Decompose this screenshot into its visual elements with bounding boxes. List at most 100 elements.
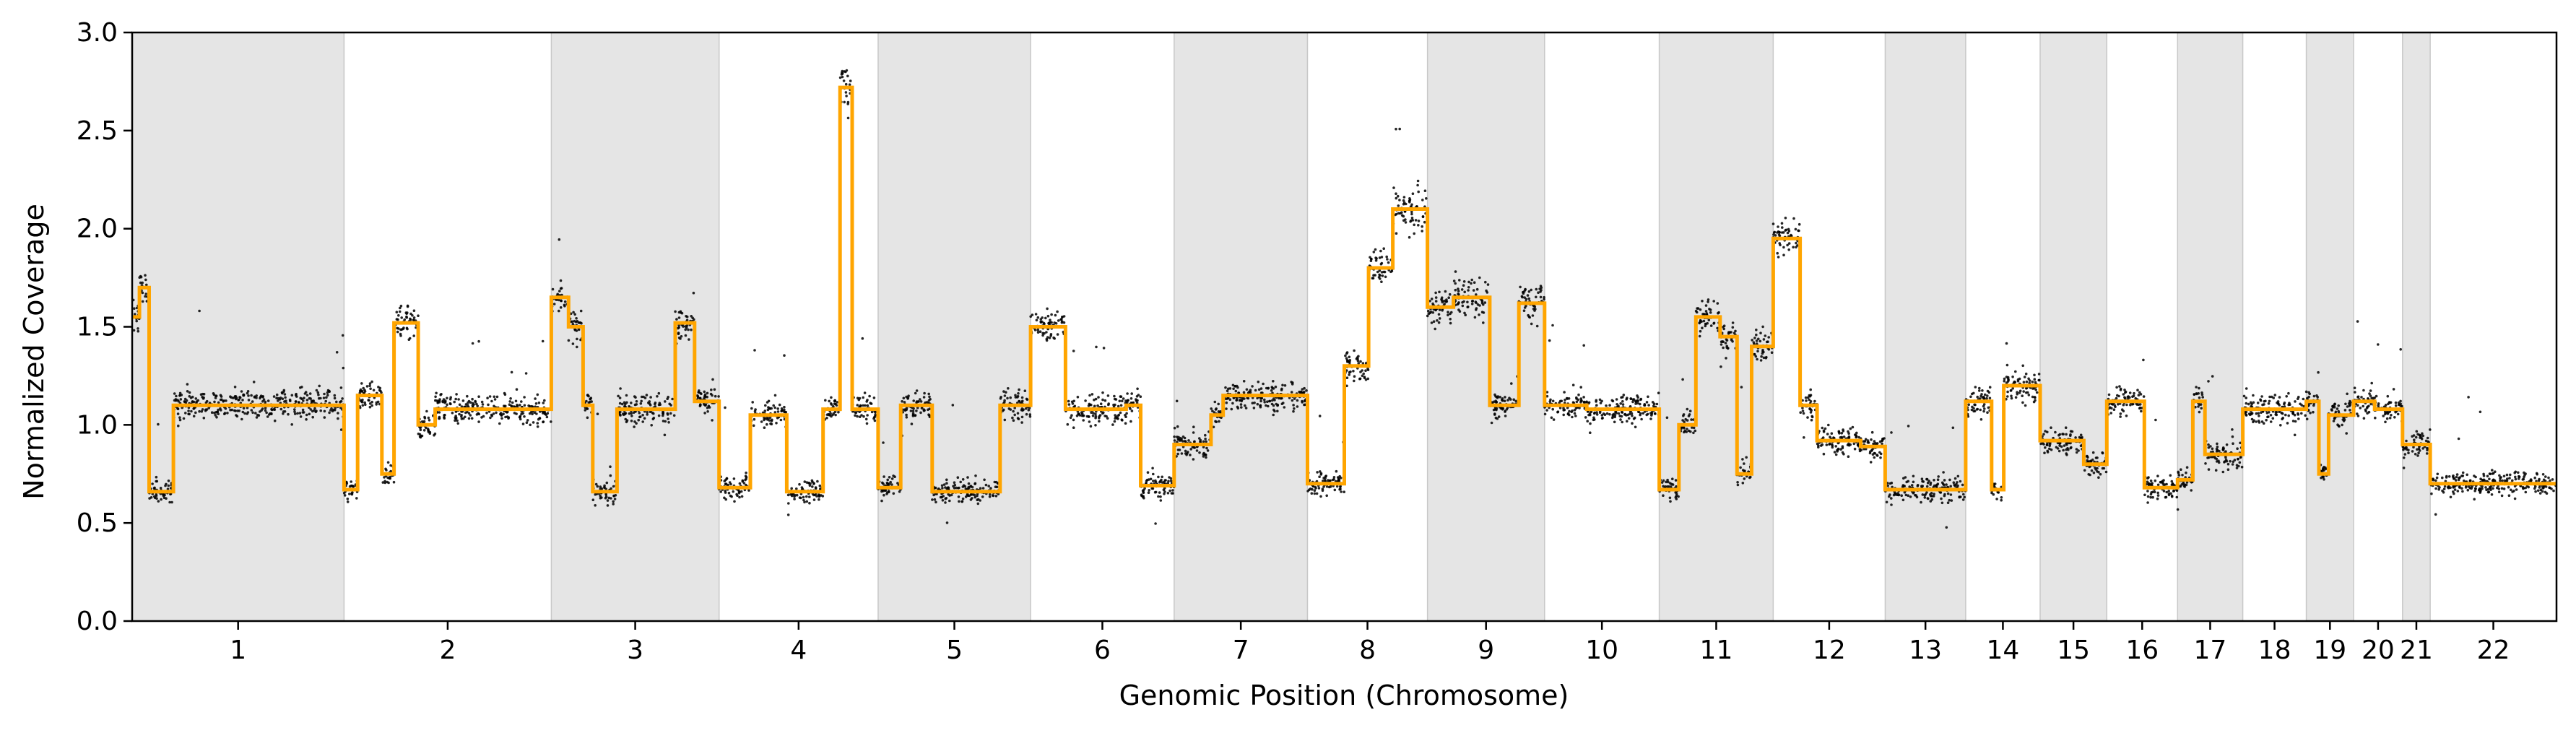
coverage-point	[1753, 352, 1756, 356]
coverage-point	[2032, 400, 2036, 404]
coverage-point	[2069, 433, 2072, 436]
coverage-point	[1707, 300, 1709, 303]
coverage-point	[2146, 501, 2149, 504]
coverage-point	[383, 476, 386, 479]
coverage-point	[2514, 477, 2518, 481]
coverage-point	[1470, 282, 1473, 285]
coverage-point	[1920, 477, 1924, 480]
coverage-point	[609, 474, 612, 477]
coverage-point	[1751, 339, 1753, 342]
coverage-point	[351, 485, 355, 487]
coverage-point	[596, 485, 599, 488]
coverage-point	[1348, 359, 1352, 362]
coverage-point	[916, 406, 919, 409]
coverage-point	[1106, 394, 1110, 397]
coverage-point	[1027, 409, 1031, 412]
coverage-point	[837, 410, 840, 414]
coverage-point	[881, 481, 884, 485]
coverage-point	[238, 396, 242, 399]
chromosome-shading	[131, 32, 2431, 622]
coverage-point	[1875, 454, 1879, 457]
coverage-point	[2162, 479, 2165, 482]
coverage-point	[2231, 435, 2234, 438]
coverage-point	[1447, 296, 1450, 300]
coverage-point	[1429, 311, 1433, 313]
coverage-point	[2185, 483, 2188, 487]
coverage-point	[945, 478, 948, 482]
coverage-point	[1925, 485, 1929, 488]
coverage-point	[1437, 321, 1441, 324]
coverage-point	[727, 491, 731, 495]
coverage-point	[259, 394, 263, 397]
coverage-point	[1774, 234, 1777, 237]
coverage-point	[250, 394, 253, 397]
coverage-point	[2248, 413, 2252, 417]
coverage-point	[1291, 399, 1294, 402]
coverage-point	[2200, 393, 2204, 396]
coverage-point	[1129, 397, 1133, 400]
coverage-point	[2258, 421, 2261, 424]
coverage-point	[1130, 392, 1133, 395]
coverage-point	[198, 409, 201, 413]
coverage-point	[1011, 416, 1014, 420]
coverage-point	[2044, 446, 2047, 449]
coverage-point	[2142, 358, 2145, 362]
coverage-point	[2393, 416, 2396, 419]
coverage-point	[536, 393, 539, 396]
coverage-point	[1136, 387, 1139, 391]
coverage-point	[368, 382, 372, 385]
coverage-point	[766, 422, 768, 426]
coverage-point	[409, 312, 412, 316]
coverage-point	[2094, 467, 2096, 469]
coverage-point	[1184, 440, 1187, 443]
coverage-point	[454, 415, 457, 417]
coverage-point	[1535, 295, 1538, 299]
coverage-point	[339, 406, 342, 409]
coverage-point	[1767, 348, 1771, 351]
coverage-point	[1636, 402, 1639, 405]
coverage-point	[1755, 329, 1758, 331]
coverage-point	[1530, 288, 1532, 292]
coverage-point	[2143, 493, 2146, 497]
coverage-point	[1995, 498, 1998, 500]
coverage-point	[2293, 433, 2297, 437]
coverage-point	[625, 394, 628, 397]
coverage-point	[1795, 241, 1797, 245]
coverage-point	[433, 432, 437, 435]
coverage-point	[2392, 388, 2395, 391]
coverage-point	[1121, 399, 1124, 403]
coverage-point	[1249, 389, 1252, 391]
coverage-point	[466, 394, 469, 398]
coverage-point	[1018, 399, 1020, 403]
coverage-point	[2135, 403, 2139, 406]
coverage-point	[1524, 287, 1527, 291]
coverage-point	[241, 399, 244, 402]
coverage-point	[2014, 396, 2018, 399]
coverage-point	[446, 396, 448, 400]
coverage-point	[1842, 430, 1845, 433]
coverage-point	[460, 405, 464, 408]
coverage-point	[1778, 242, 1781, 245]
coverage-point	[745, 483, 747, 487]
coverage-point	[993, 480, 997, 484]
coverage-point	[1404, 202, 1408, 206]
coverage-point	[1122, 397, 1125, 400]
coverage-point	[2514, 475, 2517, 479]
coverage-point	[2097, 476, 2100, 479]
coverage-point	[1142, 491, 1145, 494]
coverage-point	[135, 319, 138, 323]
coverage-point	[1699, 329, 1702, 333]
coverage-point	[1629, 397, 1632, 400]
coverage-point	[2119, 387, 2122, 391]
coverage-point	[438, 411, 441, 414]
coverage-point	[1608, 404, 1611, 407]
coverage-point	[2027, 377, 2030, 381]
coverage-point	[1907, 425, 1910, 428]
coverage-point	[1675, 485, 1678, 488]
coverage-point	[1251, 402, 1254, 404]
coverage-point	[1380, 280, 1383, 284]
coverage-point	[1915, 495, 1919, 499]
coverage-point	[1787, 242, 1791, 245]
coverage-point	[256, 413, 259, 417]
coverage-point	[311, 399, 315, 403]
